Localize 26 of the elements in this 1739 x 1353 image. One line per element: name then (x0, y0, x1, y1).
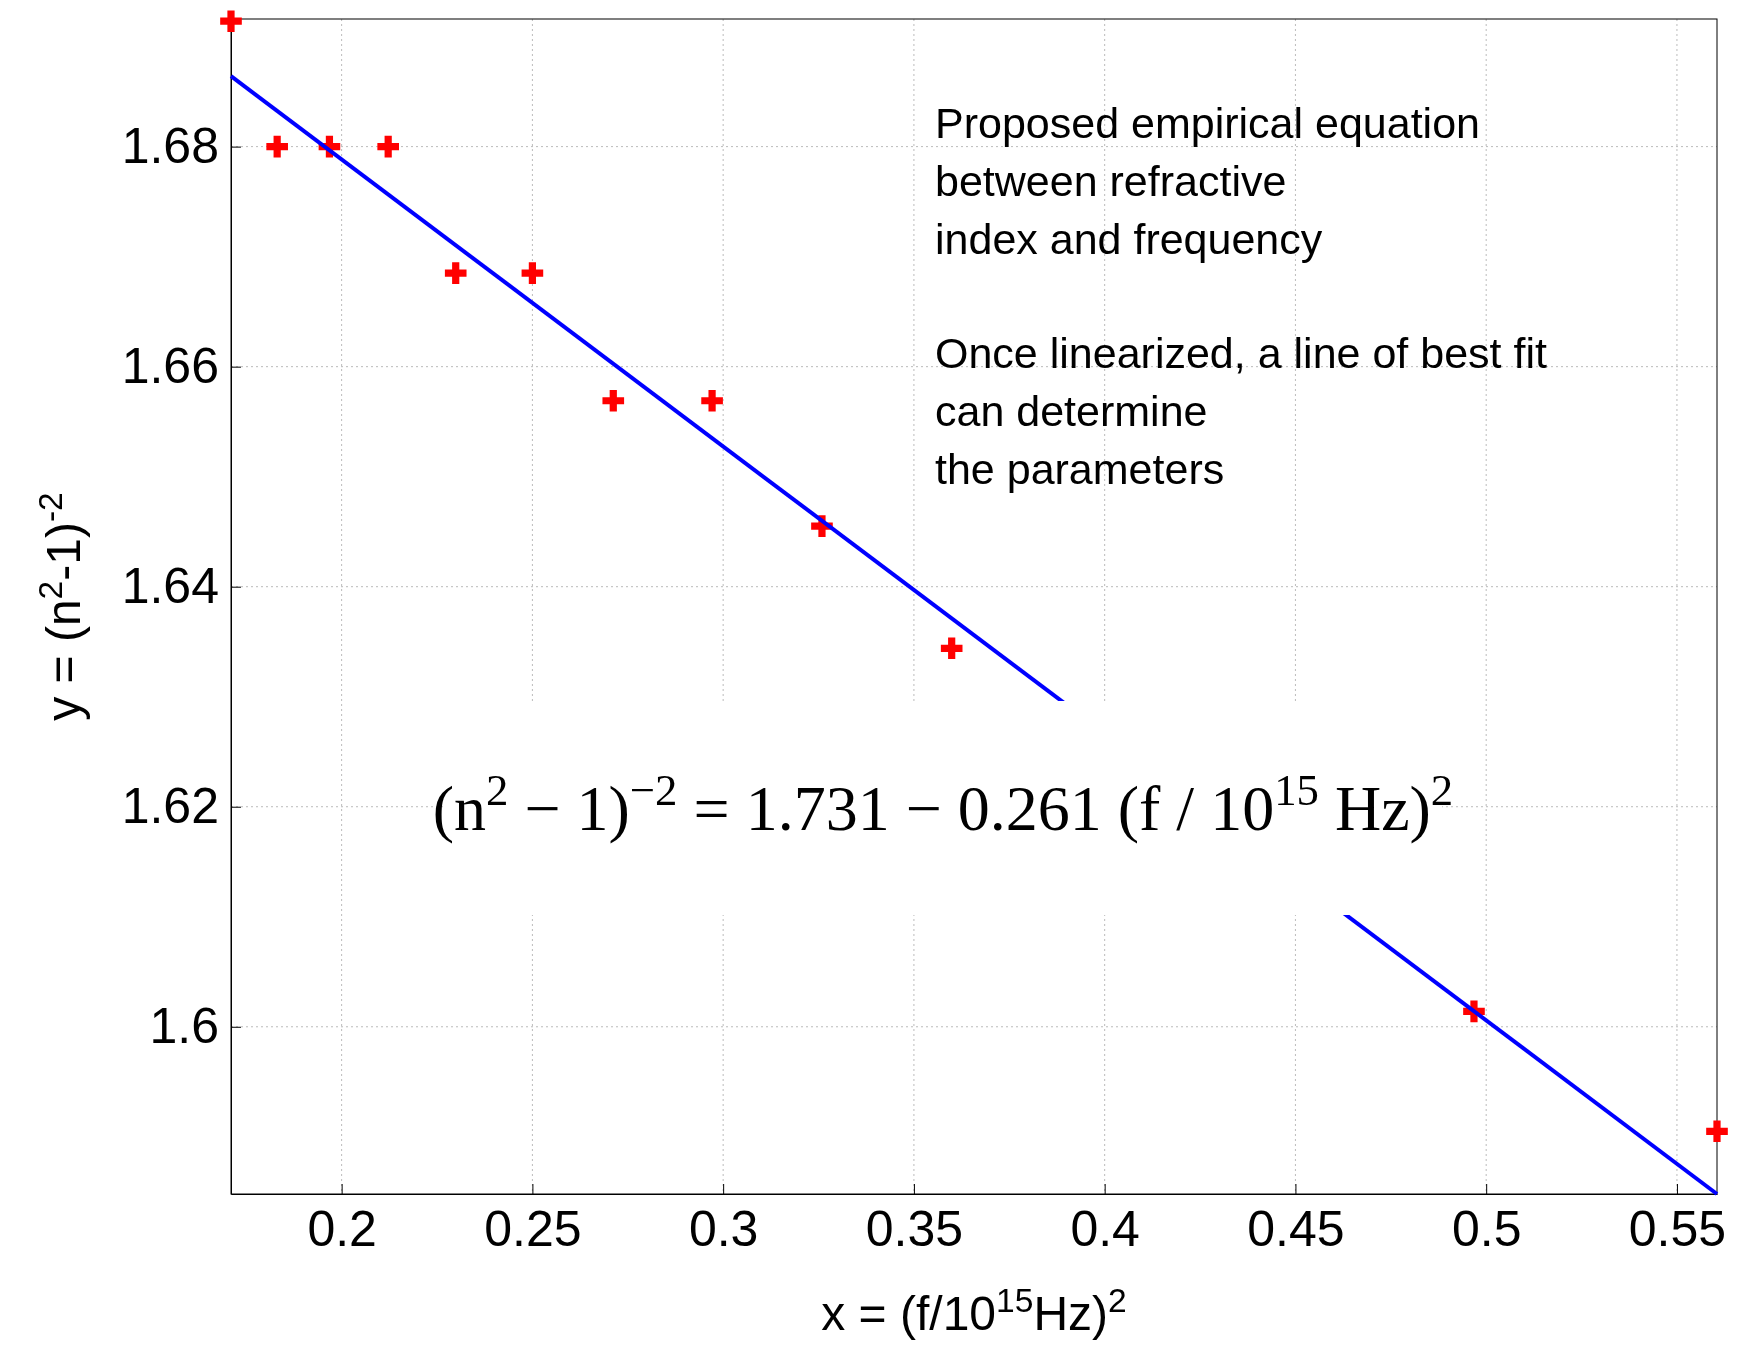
y-tick-label: 1.68 (121, 118, 219, 175)
annotation: Once linearized, a line of best fit can determine the parameters (935, 329, 1547, 493)
x-tick-label: 0.3 (688, 1200, 759, 1257)
point (266, 135, 288, 158)
annotation: (n$^{2}$ − 1)$^{−2}$ = 1.731 − 0.261 (f / 10$^{15}$ Hz)$^{2}$ (432, 765, 1454, 844)
x-tick-label: 0.35 (865, 1200, 964, 1257)
x-tick-label: 0.45 (1247, 1200, 1345, 1257)
x-tick-label: 0.4 (1070, 1200, 1140, 1257)
point (602, 389, 625, 412)
y-tick-label: 1.62 (121, 778, 219, 835)
x-tick-label: 0.25 (484, 1200, 582, 1257)
point (521, 262, 544, 284)
x-tick-label: 0.5 (1451, 1200, 1522, 1257)
point (444, 262, 467, 284)
point (377, 135, 399, 158)
y-tick-label: 1.64 (121, 558, 219, 615)
point (701, 389, 723, 412)
y-tick-label: 1.66 (121, 338, 219, 395)
x-tick-label: 0.2 (307, 1200, 377, 1257)
y-tick-label: 1.6 (149, 998, 219, 1055)
point (220, 10, 242, 33)
point (940, 637, 963, 660)
x-axis-title: x = (f/10$^{15}$Hz)$^{2}$ (821, 1281, 1127, 1340)
x-tick-label: 0.55 (1628, 1200, 1727, 1257)
point (1706, 1120, 1728, 1143)
annotation: Proposed empirical equation between refractive index and frequency (935, 99, 1480, 263)
